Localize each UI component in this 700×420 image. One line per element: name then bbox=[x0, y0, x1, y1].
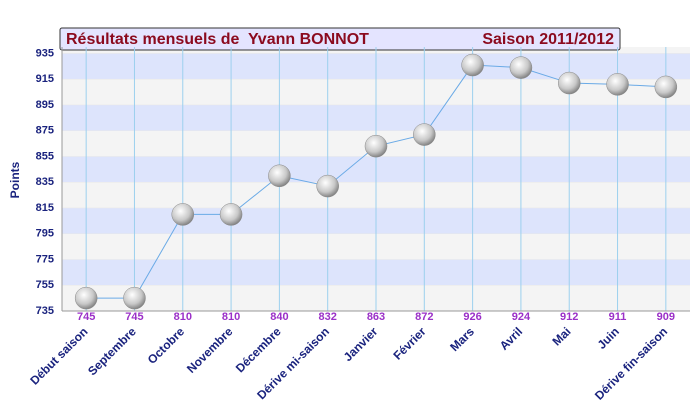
x-tick-label: Avril bbox=[497, 324, 525, 352]
value-label: 924 bbox=[512, 311, 531, 323]
marker bbox=[364, 134, 388, 158]
x-tick-label: Mars bbox=[447, 324, 477, 354]
value-label: 810 bbox=[174, 311, 192, 323]
value-label: 745 bbox=[77, 311, 95, 323]
value-label: 926 bbox=[463, 311, 481, 323]
x-tick-label: Décembre bbox=[233, 324, 284, 375]
x-tick-label: Juin bbox=[595, 324, 622, 351]
marker bbox=[509, 56, 533, 79]
marker bbox=[606, 73, 629, 96]
x-tick-label: Septembre bbox=[85, 324, 139, 378]
value-label: 832 bbox=[319, 311, 337, 323]
marker bbox=[123, 286, 146, 310]
value-label: 745 bbox=[125, 311, 143, 323]
title-box bbox=[59, 27, 621, 51]
marker bbox=[219, 203, 243, 226]
marker bbox=[461, 53, 484, 77]
y-tick-label: 835 bbox=[36, 176, 54, 188]
y-tick-label: 915 bbox=[36, 73, 54, 85]
x-tick-label: Début saison bbox=[27, 324, 90, 387]
marker bbox=[654, 75, 678, 99]
marker bbox=[413, 123, 436, 146]
x-tick-label: Novembre bbox=[184, 324, 236, 376]
y-tick-label: 775 bbox=[36, 253, 54, 265]
x-tick-label: Mai bbox=[550, 324, 574, 348]
y-tick-label: 735 bbox=[36, 305, 54, 317]
value-label: 840 bbox=[270, 311, 288, 323]
value-label: 810 bbox=[222, 311, 240, 323]
y-tick-label: 855 bbox=[36, 150, 54, 162]
value-label: 912 bbox=[560, 311, 578, 323]
marker bbox=[74, 286, 98, 310]
marker bbox=[268, 164, 291, 188]
chart-subtitle: Saison 2011/2012 bbox=[482, 31, 614, 48]
value-label: 863 bbox=[367, 311, 385, 323]
value-label: 909 bbox=[657, 311, 675, 323]
x-tick-label: Janvier bbox=[341, 324, 381, 364]
y-tick-label: 935 bbox=[36, 47, 54, 59]
marker bbox=[316, 174, 339, 198]
y-tick-label: 815 bbox=[36, 202, 54, 214]
value-label: 911 bbox=[609, 311, 627, 323]
y-tick-label: 895 bbox=[36, 99, 54, 111]
x-tick-label: Février bbox=[390, 324, 428, 362]
y-tick-label: 875 bbox=[36, 125, 54, 137]
marker bbox=[557, 71, 581, 95]
y-tick-label: 755 bbox=[36, 279, 54, 291]
y-axis-label: Points bbox=[8, 161, 22, 198]
value-label: 872 bbox=[415, 311, 433, 323]
x-tick-label: Octobre bbox=[145, 324, 188, 367]
y-tick-label: 795 bbox=[36, 228, 54, 240]
chart-title: Résultats mensuels de Yvann BONNOT bbox=[66, 31, 369, 48]
marker bbox=[171, 203, 195, 226]
